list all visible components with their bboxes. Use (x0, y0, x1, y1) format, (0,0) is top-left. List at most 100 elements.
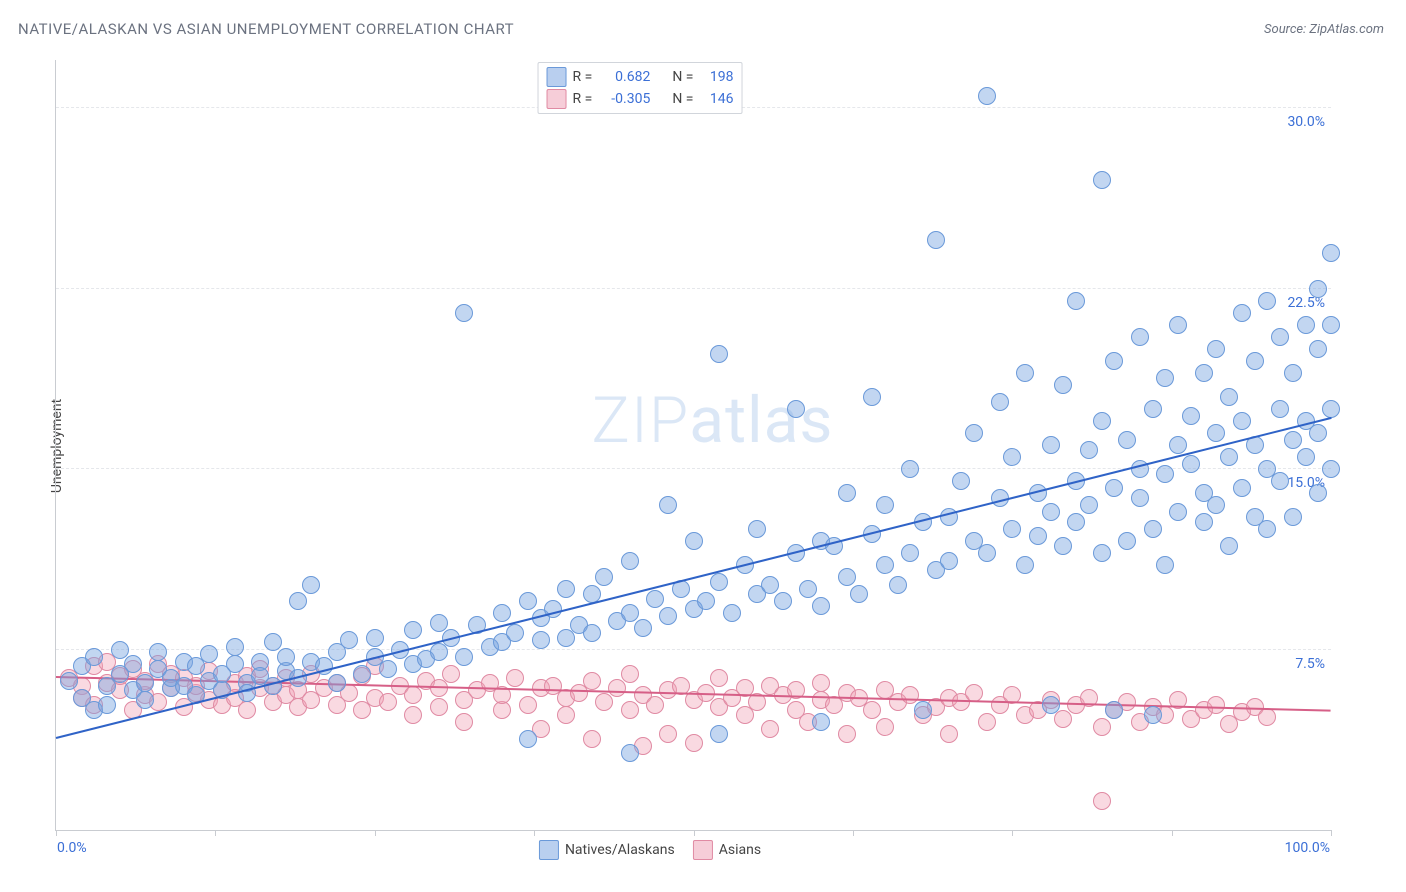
native-point (1322, 316, 1340, 334)
native-point (1169, 316, 1187, 334)
native-point (557, 580, 575, 598)
native-point (1131, 328, 1149, 346)
native-point (646, 590, 664, 608)
native-point (583, 624, 601, 642)
asian-point (519, 696, 537, 714)
native-point (748, 520, 766, 538)
native-point (952, 472, 970, 490)
native-point (991, 393, 1009, 411)
native-point (850, 585, 868, 603)
native-point (1233, 304, 1251, 322)
native-point (1016, 556, 1034, 574)
native-point (1258, 292, 1276, 310)
x-tick-mark (215, 830, 216, 836)
native-point (1156, 369, 1174, 387)
native-point (1233, 412, 1251, 430)
native-point (1093, 544, 1111, 562)
native-point (659, 496, 677, 514)
asian-point (1258, 708, 1276, 726)
asian-point (608, 679, 626, 697)
native-point (328, 674, 346, 692)
native-point (901, 544, 919, 562)
legend-R-label: R = (573, 91, 593, 107)
native-point (889, 576, 907, 594)
native-point (863, 388, 881, 406)
series-legend: Natives/AlaskansAsians (539, 840, 761, 860)
native-point (901, 460, 919, 478)
x-tick-mark (853, 830, 854, 836)
asian-point (379, 693, 397, 711)
asian-point (595, 693, 613, 711)
native-point (1284, 508, 1302, 526)
native-point (1054, 537, 1072, 555)
native-point (1093, 171, 1111, 189)
y-tick-label: 30.0% (1287, 114, 1325, 130)
native-point (1297, 448, 1315, 466)
chart-title: NATIVE/ALASKAN VS ASIAN UNEMPLOYMENT COR… (18, 20, 514, 38)
native-point (1271, 328, 1289, 346)
x-range-label: 100.0% (1285, 840, 1330, 856)
legend-R-value: -0.305 (598, 91, 650, 107)
native-point (838, 568, 856, 586)
legend-bottom-swatch-asian (693, 840, 713, 860)
native-point (697, 592, 715, 610)
x-tick-mark (375, 830, 376, 836)
asian-point (1093, 792, 1111, 810)
watermark: ZIPatlas (592, 383, 834, 458)
asian-point (646, 696, 664, 714)
native-point (60, 672, 78, 690)
native-point (965, 424, 983, 442)
native-point (1182, 455, 1200, 473)
asian-point (978, 713, 996, 731)
asian-point (685, 734, 703, 752)
native-point (710, 573, 728, 591)
native-point (876, 556, 894, 574)
native-point (430, 643, 448, 661)
native-point (1309, 424, 1327, 442)
x-tick-mark (534, 830, 535, 836)
native-point (149, 643, 167, 661)
legend-N-value: 198 (699, 69, 733, 85)
asian-point (455, 713, 473, 731)
native-point (1233, 479, 1251, 497)
native-point (519, 592, 537, 610)
native-point (927, 231, 945, 249)
native-point (634, 619, 652, 637)
native-point (1131, 489, 1149, 507)
native-point (136, 691, 154, 709)
native-point (1195, 364, 1213, 382)
native-point (685, 532, 703, 550)
native-point (1118, 532, 1136, 550)
native-point (1016, 364, 1034, 382)
x-range-label: 0.0% (57, 840, 87, 856)
native-point (1042, 436, 1060, 454)
native-point (455, 648, 473, 666)
asian-point (506, 669, 524, 687)
native-point (136, 674, 154, 692)
gridline-h (56, 288, 1331, 289)
native-point (1284, 364, 1302, 382)
native-point (1144, 400, 1162, 418)
asian-point (621, 665, 639, 683)
asian-point (442, 665, 460, 683)
legend-N-label: N = (672, 69, 693, 85)
native-point (978, 87, 996, 105)
native-point (277, 648, 295, 666)
native-point (353, 665, 371, 683)
gridline-h (56, 649, 1331, 650)
native-point (838, 484, 856, 502)
native-point (710, 345, 728, 363)
native-point (1271, 400, 1289, 418)
y-tick-label: 7.5% (1295, 656, 1325, 672)
correlation-legend: R =0.682N =198R =-0.305N =146 (538, 62, 743, 114)
native-point (519, 730, 537, 748)
native-point (761, 576, 779, 594)
native-point (1207, 496, 1225, 514)
native-point (1246, 352, 1264, 370)
asian-point (404, 686, 422, 704)
native-point (493, 604, 511, 622)
native-point (914, 701, 932, 719)
native-point (1118, 431, 1136, 449)
legend-bottom-swatch-native (539, 840, 559, 860)
asian-point (621, 701, 639, 719)
